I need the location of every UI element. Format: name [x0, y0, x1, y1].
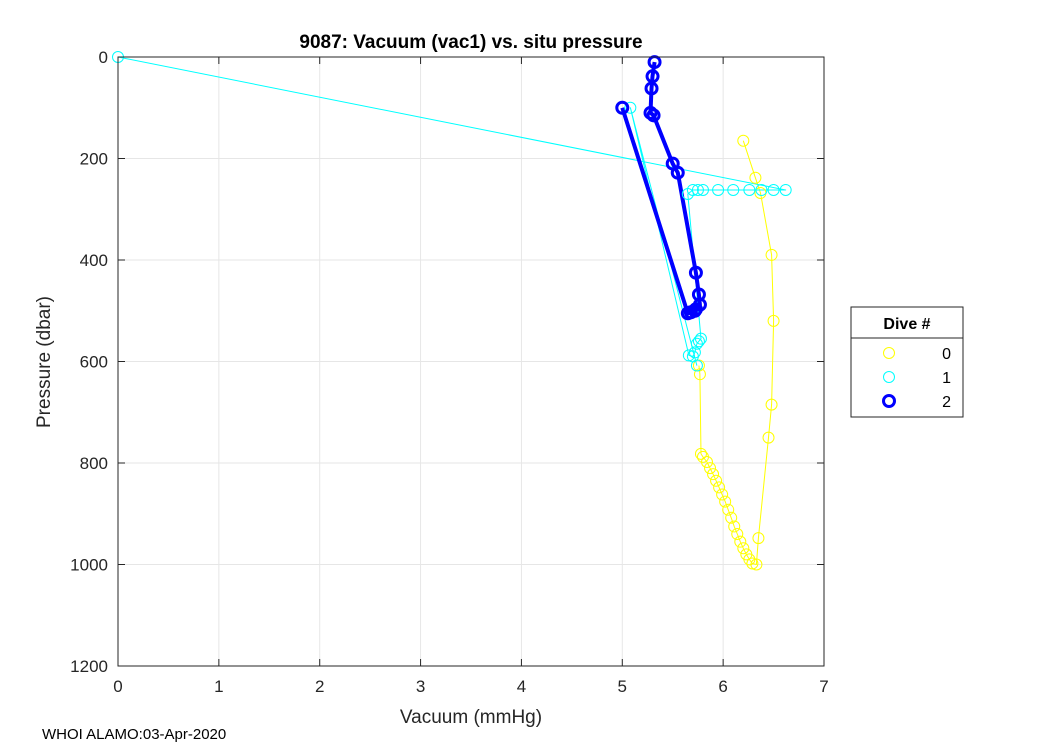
footer-text: WHOI ALAMO:03-Apr-2020: [42, 726, 227, 743]
data-point-dive-0: [704, 462, 717, 475]
x-tick-label: 3: [416, 677, 425, 696]
data-point-dive-1: [727, 183, 740, 196]
data-point-dive-0: [722, 503, 735, 516]
x-tick-label: 2: [315, 677, 324, 696]
y-tick-label: 200: [80, 150, 108, 169]
data-point-dive-1: [712, 183, 725, 196]
x-tick-label: 5: [618, 677, 627, 696]
axis-ticks: 0 1 2 3 4 5 6 7 0 200 400 600 800 1000 1200: [70, 48, 829, 696]
data-point-dive-2: [643, 105, 658, 120]
data-point-dive-1: [755, 183, 768, 196]
data-point-dive-1: [681, 188, 694, 201]
data-point-dive-0: [734, 535, 747, 548]
legend-title: Dive #: [883, 316, 930, 333]
y-tick-label: 400: [80, 251, 108, 270]
data-point-dive-2: [680, 306, 695, 321]
y-axis-label: Pressure (dbar): [34, 296, 55, 428]
data-point-dive-1: [696, 183, 709, 196]
data-point-dive-0: [693, 368, 706, 381]
legend-marker-dive-0: [883, 347, 895, 359]
data-point-dive-0: [710, 474, 723, 487]
legend: Dive # 0 1 2: [850, 306, 964, 418]
data-point-dive-0: [740, 548, 753, 561]
data-point-dive-0: [725, 511, 738, 524]
legend-marker-dive-2: [882, 394, 896, 408]
data-point-dive-0: [746, 557, 759, 570]
data-point-dive-0: [731, 528, 744, 541]
data-point-dive-1: [690, 359, 703, 372]
chart-title: 9087: Vacuum (vac1) vs. situ pressure: [299, 32, 642, 53]
legend-box: [850, 306, 964, 418]
x-axis-label: Vacuum (mmHg): [400, 707, 542, 728]
data-point-dive-0: [765, 398, 778, 411]
data-point-dive-0: [737, 134, 750, 147]
legend-label-dive-0: 0: [942, 346, 951, 363]
y-tick-label: 600: [80, 353, 108, 372]
x-tick-label: 6: [718, 677, 727, 696]
data-point-dive-2: [646, 108, 661, 123]
data-point-dive-1: [779, 183, 792, 196]
data-point-dive-1: [767, 183, 780, 196]
data-point-dive-1: [682, 349, 695, 362]
data-point-dive-1: [691, 183, 704, 196]
y-tick-label: 1000: [70, 556, 108, 575]
data-point-dive-2: [670, 165, 685, 180]
data-point-dive-2: [615, 100, 630, 115]
x-tick-label: 0: [113, 677, 122, 696]
data-point-dive-2: [688, 265, 703, 280]
data-point-dive-0: [716, 488, 729, 501]
data-point-dive-0: [694, 447, 707, 460]
y-tick-label: 0: [99, 48, 108, 67]
data-point-dive-0: [737, 542, 750, 555]
data-point-dive-1: [624, 101, 637, 114]
data-point-dive-0: [749, 171, 762, 184]
data-point-dive-2: [644, 81, 659, 96]
data-point-dive-1: [690, 337, 703, 350]
x-tick-label: 1: [214, 677, 223, 696]
y-tick-label: 1200: [70, 657, 108, 676]
series-line-dive-0: [698, 140, 775, 565]
data-point-dive-0: [762, 431, 775, 444]
data-point-dive-0: [767, 314, 780, 327]
data-point-dive-0: [696, 450, 709, 463]
x-tick-label: 4: [517, 677, 526, 696]
data-point-dive-1: [743, 183, 756, 196]
data-point-dive-0: [728, 520, 741, 533]
legend-label-dive-1: 1: [942, 370, 951, 387]
data-point-dive-0: [752, 532, 765, 545]
legend-marker-dive-1: [883, 371, 895, 383]
data-point-dive-0: [713, 481, 726, 494]
data-point-dive-1: [692, 335, 705, 348]
y-tick-label: 800: [80, 454, 108, 473]
data-point-dive-0: [765, 248, 778, 261]
x-tick-label: 7: [819, 677, 828, 696]
legend-label-dive-2: 2: [942, 394, 951, 411]
data-point-dive-0: [707, 468, 720, 481]
data-point-dive-0: [719, 495, 732, 508]
